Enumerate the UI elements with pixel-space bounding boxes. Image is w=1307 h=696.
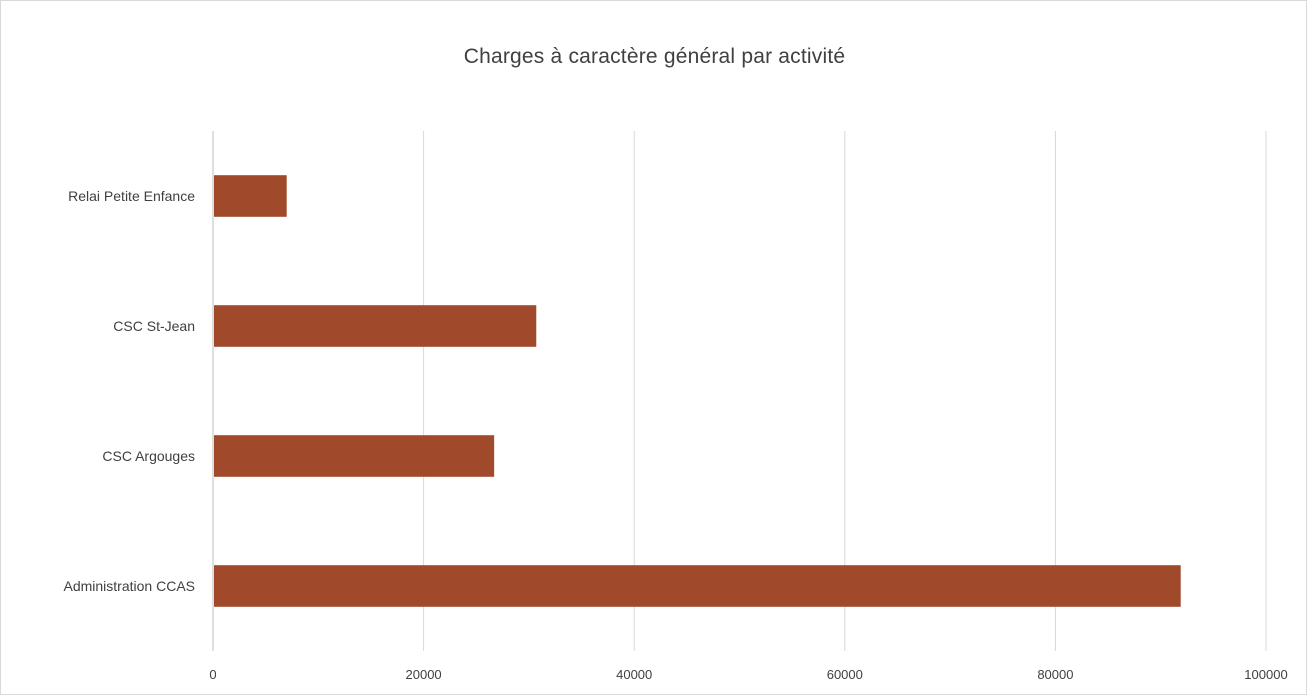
bars [214,175,1181,607]
value-axis: 0 20000 40000 60000 80000 100000 [209,667,1287,682]
x-tick-label-2: 40000 [616,667,652,682]
x-tick-label-4: 80000 [1037,667,1073,682]
x-tick-label-1: 20000 [406,667,442,682]
bar-1 [214,305,537,347]
x-tick-label-0: 0 [209,667,216,682]
x-tick-label-3: 60000 [827,667,863,682]
category-label-3: Administration CCAS [64,578,196,594]
category-label-0: Relai Petite Enfance [68,188,195,204]
chart-title: Charges à caractère général par activité [463,45,846,68]
bar-2 [214,435,495,477]
bar-3 [214,565,1181,607]
category-label-1: CSC St-Jean [113,318,195,334]
category-axis: Relai Petite Enfance CSC St-Jean CSC Argou… [64,131,214,651]
bar-0 [214,175,287,217]
category-label-2: CSC Argouges [102,448,195,464]
x-tick-label-5: 100000 [1244,667,1287,682]
